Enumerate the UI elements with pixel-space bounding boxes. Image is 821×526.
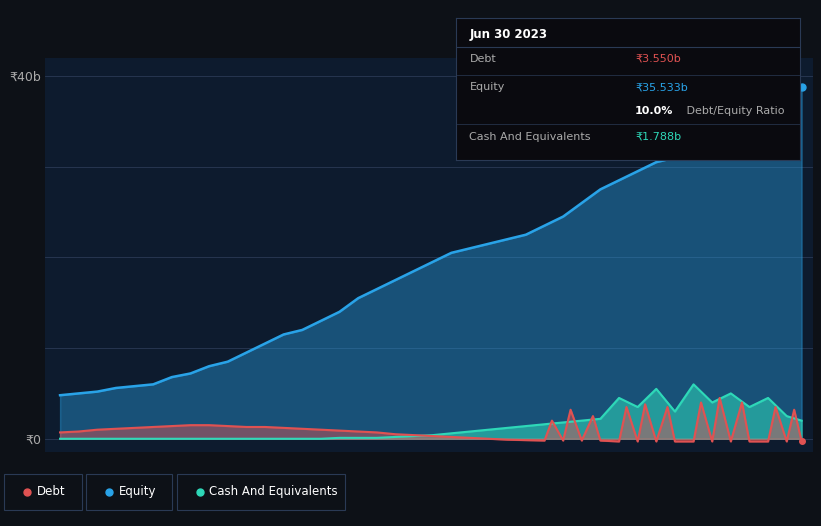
Text: 10.0%: 10.0% — [635, 106, 673, 116]
Text: ₹35.533b: ₹35.533b — [635, 83, 688, 93]
Text: Debt: Debt — [470, 54, 496, 64]
Text: ₹3.550b: ₹3.550b — [635, 54, 681, 64]
Text: Equity: Equity — [470, 83, 505, 93]
Text: Cash And Equivalents: Cash And Equivalents — [470, 132, 591, 142]
Text: Cash And Equivalents: Cash And Equivalents — [209, 485, 338, 498]
Text: Equity: Equity — [119, 485, 157, 498]
Text: Debt: Debt — [37, 485, 66, 498]
Text: ₹1.788b: ₹1.788b — [635, 132, 681, 142]
Text: Jun 30 2023: Jun 30 2023 — [470, 28, 548, 42]
Text: Debt/Equity Ratio: Debt/Equity Ratio — [683, 106, 785, 116]
